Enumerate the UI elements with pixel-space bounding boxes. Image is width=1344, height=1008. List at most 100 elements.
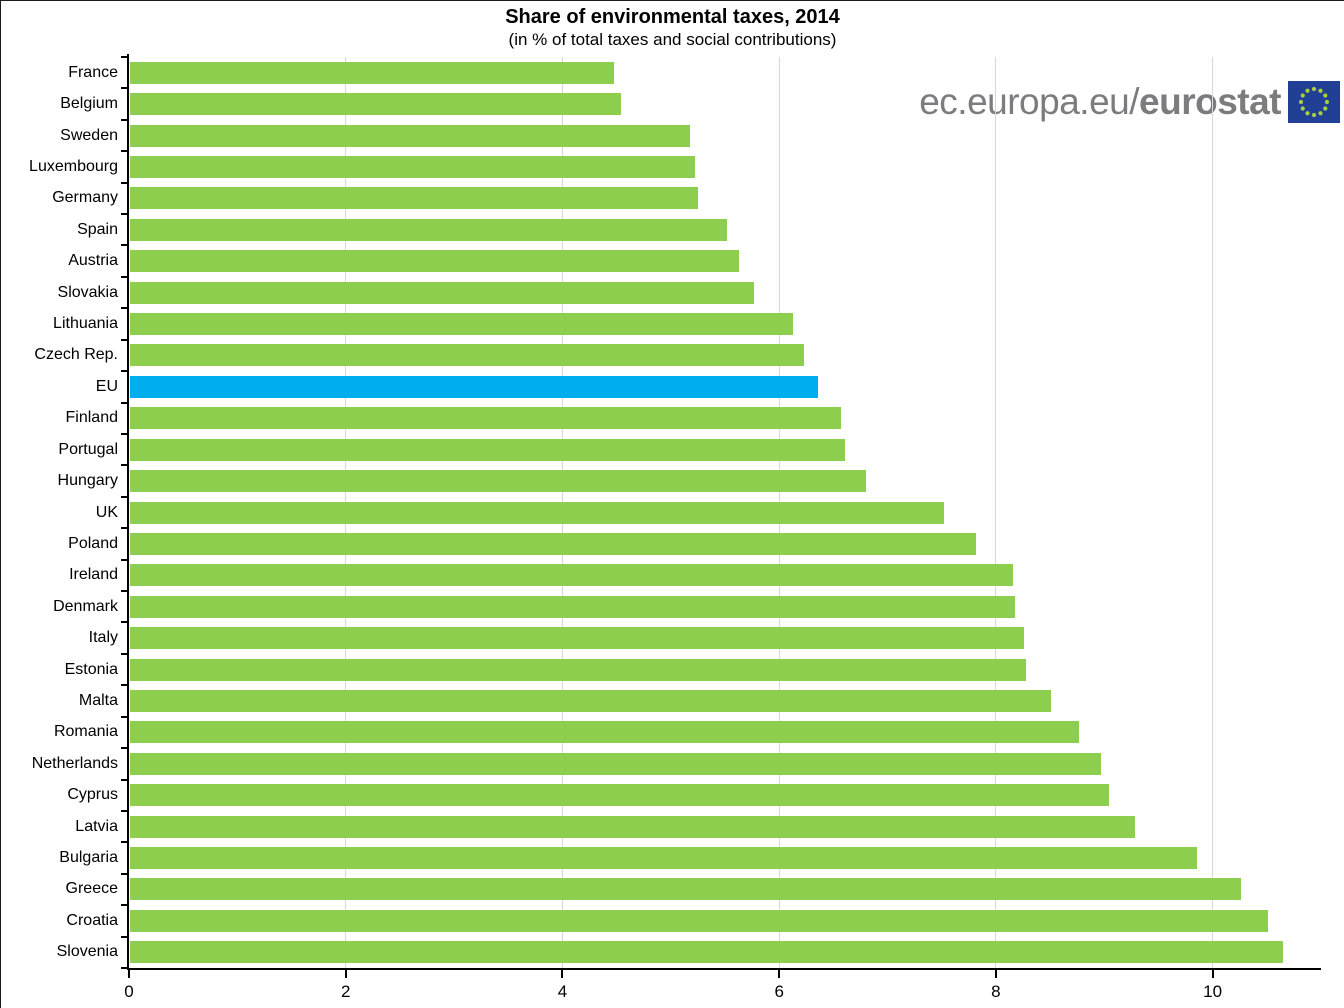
category-label: Italy: [88, 629, 118, 647]
y-axis-tick: [121, 872, 129, 875]
y-axis-tick: [121, 652, 129, 655]
bar-hungary: [130, 470, 866, 493]
bar-germany: [130, 187, 698, 210]
flag-star: [1298, 99, 1304, 105]
category-label: Denmark: [53, 597, 118, 615]
bar-italy: [130, 627, 1024, 650]
eurostat-watermark: ec.europa.eu/eurostat: [919, 81, 1340, 123]
gridline-x10: [1212, 57, 1214, 968]
bar-austria: [130, 250, 739, 273]
y-axis-tick: [121, 275, 129, 278]
y-axis-tick: [121, 841, 129, 844]
y-axis-tick: [121, 244, 129, 247]
x-tick-label: 4: [557, 982, 568, 1001]
flag-star: [1305, 111, 1310, 116]
bar-belgium: [130, 93, 621, 116]
x-axis-line: [127, 968, 1321, 970]
flag-star: [1300, 93, 1305, 98]
y-axis-tick: [121, 56, 129, 58]
bar-lithuania: [130, 313, 794, 336]
category-label: France: [68, 63, 118, 81]
y-axis-tick: [121, 150, 129, 153]
bar-eu: [130, 375, 819, 398]
category-label: Malta: [78, 691, 118, 709]
x-tick-label: 10: [1203, 982, 1223, 1001]
category-label: Greece: [65, 880, 118, 898]
title-block: Share of environmental taxes, 2014 (in %…: [1, 5, 1344, 50]
y-axis-tick: [121, 747, 129, 750]
y-axis-tick: [121, 338, 129, 341]
watermark-brand: eurostat: [1139, 81, 1281, 122]
category-label: Luxembourg: [29, 157, 118, 175]
y-axis-line: [127, 54, 129, 970]
bar-netherlands: [130, 752, 1101, 775]
chart-subtitle: (in % of total taxes and social contribu…: [508, 30, 837, 49]
x-tick-label: 6: [774, 982, 784, 1001]
bar-cyprus: [130, 784, 1109, 807]
bar-estonia: [130, 658, 1027, 681]
y-axis-tick: [121, 432, 129, 435]
flag-star: [1311, 112, 1317, 118]
y-axis-tick: [121, 307, 129, 310]
bar-poland: [130, 532, 977, 555]
bar-denmark: [130, 595, 1016, 618]
flag-star: [1305, 88, 1310, 93]
category-label: Ireland: [69, 566, 118, 584]
y-axis-tick: [121, 118, 129, 121]
y-axis-tick: [121, 527, 129, 530]
category-label: Croatia: [66, 911, 118, 929]
y-axis-tick: [121, 464, 129, 467]
y-axis-tick: [121, 684, 129, 687]
category-label: Latvia: [75, 817, 118, 835]
x-tick-label: 2: [340, 982, 351, 1001]
category-label: Hungary: [57, 472, 118, 490]
bar-ireland: [130, 564, 1014, 587]
x-tick-label: 0: [124, 982, 134, 1001]
bar-greece: [130, 878, 1241, 901]
y-axis-tick: [121, 181, 129, 184]
flag-star: [1323, 93, 1328, 98]
category-label: Portugal: [58, 440, 118, 458]
x-axis-tick: [561, 970, 564, 978]
x-axis-tick: [1211, 970, 1214, 978]
bar-uk: [130, 501, 944, 524]
y-axis-tick: [121, 904, 129, 907]
category-label: Romania: [53, 723, 118, 741]
category-label: Bulgaria: [59, 849, 118, 867]
category-label: Germany: [52, 189, 118, 207]
flag-star: [1311, 86, 1317, 92]
category-label: Austria: [68, 252, 118, 270]
x-axis-tick: [344, 970, 347, 978]
x-axis-tick: [128, 970, 130, 978]
bar-portugal: [130, 438, 846, 461]
y-axis-tick: [121, 87, 129, 90]
category-label: Poland: [68, 534, 118, 552]
y-axis-tick: [121, 935, 129, 938]
watermark-url-prefix: ec.europa.eu/: [919, 81, 1140, 122]
bar-sweden: [130, 124, 691, 147]
bar-bulgaria: [130, 847, 1198, 870]
flag-star: [1318, 111, 1323, 116]
bar-czech-rep-: [130, 344, 805, 367]
y-axis-tick: [121, 558, 129, 561]
category-label: Netherlands: [31, 754, 118, 772]
bar-france: [130, 61, 615, 84]
x-tick-label: 8: [991, 982, 1001, 1001]
gridline-x8: [995, 57, 997, 968]
y-axis-tick: [121, 495, 129, 498]
category-label: Slovakia: [57, 283, 118, 301]
eu-flag-icon: [1288, 81, 1340, 123]
x-axis-tick: [778, 970, 781, 978]
flag-star: [1300, 106, 1305, 111]
flag-star: [1324, 99, 1330, 105]
category-label: Cyprus: [67, 786, 118, 804]
bar-romania: [130, 721, 1080, 744]
flag-star: [1318, 88, 1323, 93]
category-label: EU: [95, 377, 118, 395]
category-label: Belgium: [60, 95, 118, 113]
bar-malta: [130, 689, 1052, 712]
y-axis-tick: [121, 715, 129, 718]
category-label: Estonia: [64, 660, 118, 678]
